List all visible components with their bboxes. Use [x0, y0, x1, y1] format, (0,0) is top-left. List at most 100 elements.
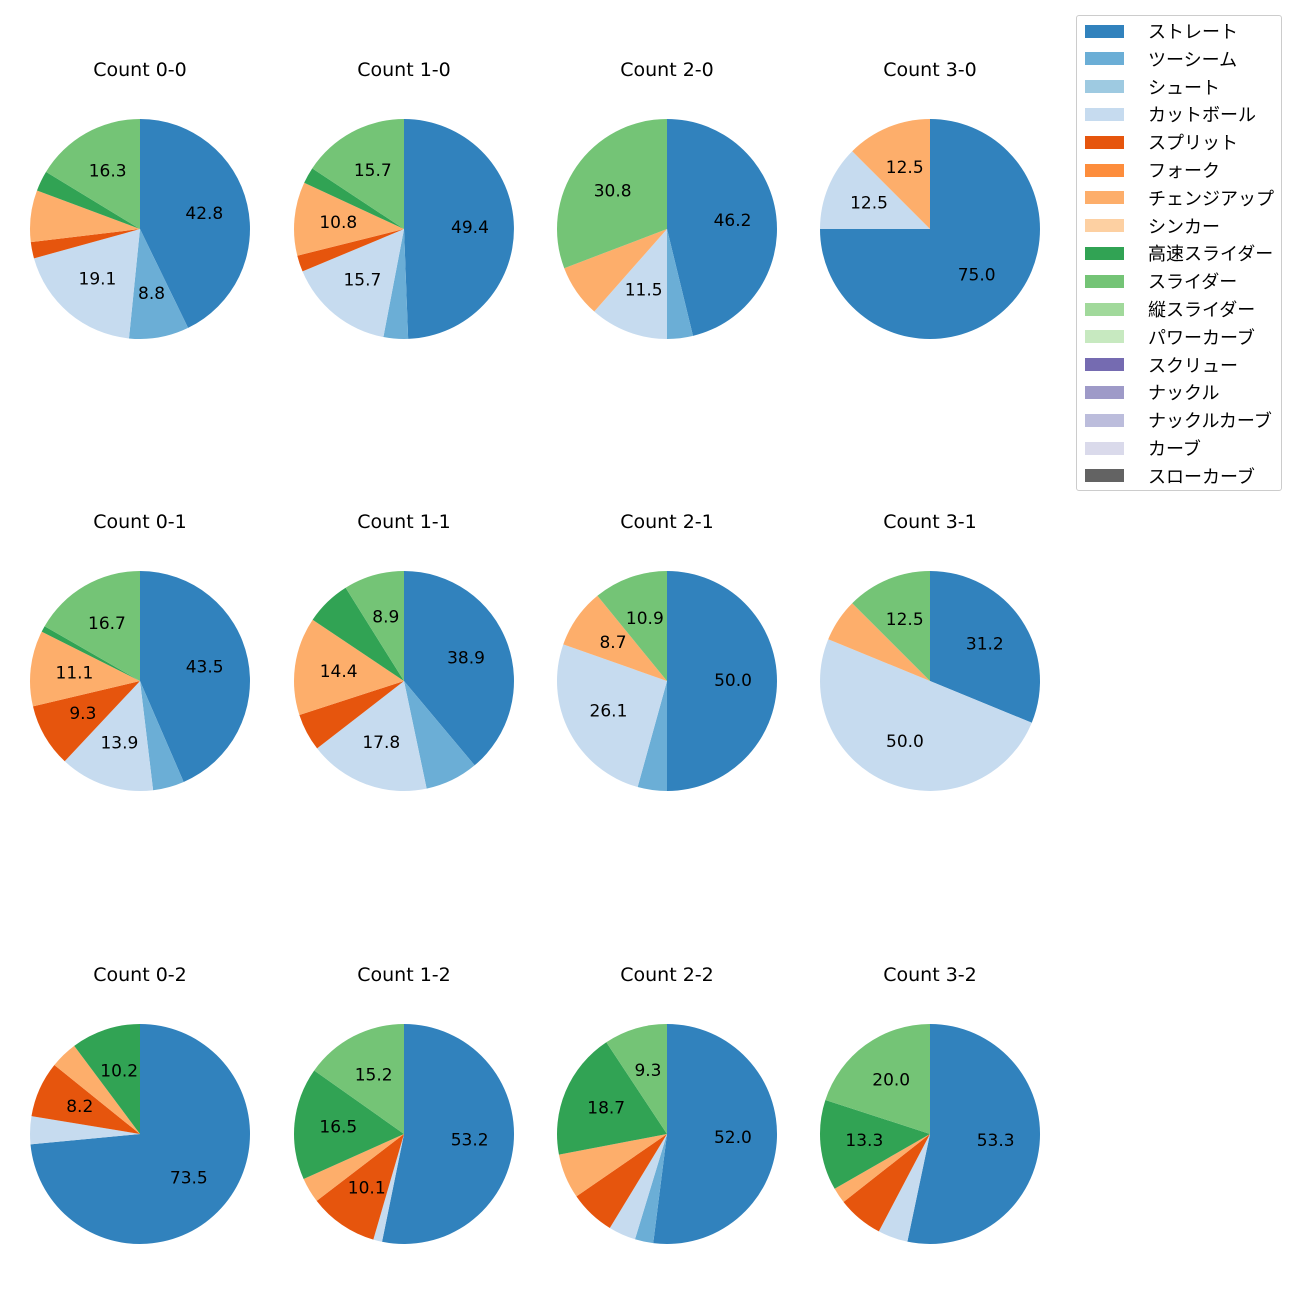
pie-slice-fast_slider — [74, 1024, 140, 1134]
pie-slice-twoseam — [128, 229, 189, 339]
slice-value-label: 8.7 — [599, 633, 626, 653]
slice-value-label: 50.0 — [714, 671, 752, 691]
pie-chart: Count 3-0 75.0 12.5 12.5 — [820, 59, 1040, 339]
legend-label: カーブ — [1148, 439, 1201, 460]
slice-value-label: 15.7 — [354, 161, 392, 181]
pie-slice-slider — [345, 571, 404, 681]
slice-value-label: 75.0 — [958, 266, 996, 286]
legend-item-knucklecurve: ナックルカーブ — [1077, 410, 1272, 433]
pie-slice-twoseam — [634, 1134, 667, 1244]
legend-label: ストレート — [1148, 22, 1238, 43]
slice-value-label: 19.1 — [79, 269, 117, 289]
legend-item-knuckle: ナックル — [1077, 382, 1220, 405]
slice-value-label: 49.4 — [451, 218, 489, 238]
slice-value-label: 43.5 — [186, 658, 224, 678]
slice-value-label: 10.9 — [626, 609, 664, 629]
slice-value-label: 12.5 — [886, 610, 924, 630]
slice-value-label: 11.1 — [56, 663, 94, 683]
pie-slice-twoseam — [667, 229, 694, 339]
slice-value-label: 50.0 — [886, 732, 924, 752]
pie-slice-slider — [852, 571, 930, 681]
pie-slice-straight — [404, 571, 514, 766]
pie-chart: Count 2-2 52.0 18.7 9.3 — [557, 964, 778, 1244]
pie-title: Count 2-0 — [620, 59, 714, 81]
pie-chart: Count 2-1 50.0 26.1 8.710.9 — [556, 511, 777, 792]
slice-value-label: 12.5 — [850, 194, 888, 214]
slice-value-label: 46.2 — [714, 211, 752, 231]
pie-slice-straight — [382, 1024, 515, 1244]
pie-chart: Count 2-0 46.2 11.5 30.8 — [556, 59, 777, 339]
legend-swatch — [1085, 163, 1124, 177]
pie-slice-slider — [44, 571, 141, 681]
pie-title: Count 3-1 — [883, 511, 977, 533]
pie-slice-changeup — [563, 595, 667, 681]
legend-label: スプリット — [1148, 133, 1238, 155]
legend-label: スライダー — [1148, 272, 1238, 294]
slice-value-label: 9.3 — [634, 1061, 661, 1081]
pie-slice-split — [576, 1134, 667, 1228]
legend-swatch — [1085, 52, 1124, 66]
pie-title: Count 3-0 — [883, 59, 977, 81]
slice-value-label: 17.8 — [362, 733, 400, 753]
slice-value-label: 52.0 — [714, 1128, 752, 1148]
slice-value-label: 15.7 — [343, 270, 381, 290]
legend-label: シュート — [1148, 77, 1220, 99]
slice-value-label: 26.1 — [590, 702, 628, 722]
legend-swatch — [1085, 441, 1124, 455]
pie-slice-fast_slider — [304, 168, 404, 229]
pie-slice-changeup — [852, 119, 930, 229]
legend-label: パワーカーブ — [1148, 327, 1255, 349]
pie-slice-changeup — [30, 631, 141, 707]
pie-slice-straight — [404, 119, 514, 339]
legend-swatch — [1085, 219, 1124, 233]
pie-slice-cutball — [317, 681, 427, 791]
legend-label: ナックル — [1148, 383, 1220, 405]
pie-slice-split — [299, 681, 404, 749]
legend-item-vslider: 縦スライダー — [1077, 299, 1255, 321]
legend-label: ツーシーム — [1148, 49, 1238, 71]
pie-slice-fast_slider — [312, 587, 404, 681]
slice-value-label: 20.0 — [872, 1071, 910, 1091]
slice-value-label: 30.8 — [594, 182, 632, 202]
legend-item-slowcurve: スローカーブ — [1077, 466, 1255, 488]
pie-chart: Count 0-0 42.8 8.8 19.1 16.3 — [29, 59, 250, 339]
pie-slice-twoseam — [140, 681, 184, 791]
pie-slice-slider — [606, 1024, 667, 1134]
pie-slice-changeup — [293, 619, 404, 715]
legend-swatch — [1085, 469, 1124, 483]
slice-value-label: 53.3 — [977, 1131, 1015, 1151]
slice-value-label: 18.7 — [587, 1098, 625, 1118]
pie-slice-cutball — [64, 681, 154, 792]
legend-label: チェンジアップ — [1148, 188, 1274, 210]
pie-slice-twoseam — [637, 681, 667, 792]
legend-label: スローカーブ — [1148, 466, 1255, 488]
slice-value-label: 11.5 — [625, 281, 663, 301]
legend-item-screw: スクリュー — [1077, 355, 1238, 377]
pie-slice-slider — [597, 571, 667, 681]
pie-slice-slider — [46, 119, 140, 229]
pie-slice-straight — [653, 1024, 778, 1244]
pie-title: Count 3-2 — [883, 964, 977, 986]
legend-swatch — [1085, 191, 1124, 205]
legend-item-straight: ストレート — [1077, 21, 1238, 43]
legend-swatch — [1085, 24, 1124, 38]
pie-slice-cutball — [820, 639, 1032, 791]
legend-label: ナックルカーブ — [1148, 411, 1272, 433]
pie-slice-split — [316, 1134, 404, 1240]
pie-slice-changeup — [828, 603, 930, 681]
slice-value-label: 14.4 — [320, 662, 358, 682]
slice-value-label: 10.1 — [348, 1178, 386, 1198]
legend-swatch — [1085, 302, 1124, 316]
slice-value-label: 13.3 — [845, 1131, 883, 1151]
pie-slice-fast_slider — [293, 1070, 404, 1179]
pie-slice-straight — [140, 571, 250, 782]
pie-slice-cutball — [594, 229, 667, 339]
pie-slice-straight — [930, 571, 1041, 723]
legend-item-twoseam: ツーシーム — [1077, 49, 1238, 71]
pie-title: Count 0-0 — [93, 59, 187, 81]
pie-slice-split — [30, 229, 141, 259]
pie-chart: Count 3-2 53.3 13.3 20.0 — [819, 964, 1041, 1244]
slice-value-label: 8.9 — [372, 608, 399, 628]
slice-value-label: 16.5 — [319, 1118, 357, 1138]
